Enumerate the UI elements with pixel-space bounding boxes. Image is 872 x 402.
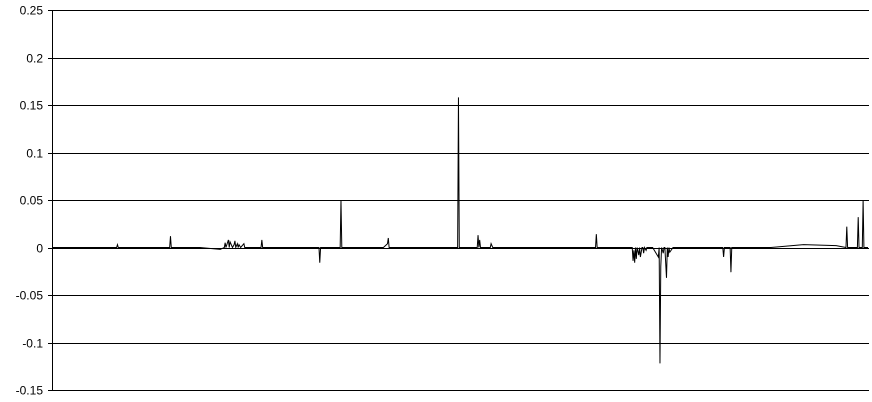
y-tick-labels: -0.15 -0.1 -0.05 0 0.05 0.1 0.15 0.2 0.25 — [16, 4, 44, 398]
y-tick-label-1: -0.1 — [22, 337, 43, 351]
y-tick-label-3: 0 — [36, 242, 43, 256]
grid-layer — [48, 10, 869, 391]
y-tick-label-8: 0.25 — [20, 4, 44, 18]
series-line-0 — [53, 97, 868, 364]
y-tick-label-2: -0.05 — [16, 289, 44, 303]
y-tick-label-4: 0.05 — [20, 194, 44, 208]
y-tick-label-6: 0.15 — [20, 99, 44, 113]
y-tick-label-7: 0.2 — [26, 52, 43, 66]
y-tick-label-5: 0.1 — [26, 147, 43, 161]
y-tick-label-0: -0.15 — [16, 384, 44, 398]
series-layer — [53, 97, 868, 364]
